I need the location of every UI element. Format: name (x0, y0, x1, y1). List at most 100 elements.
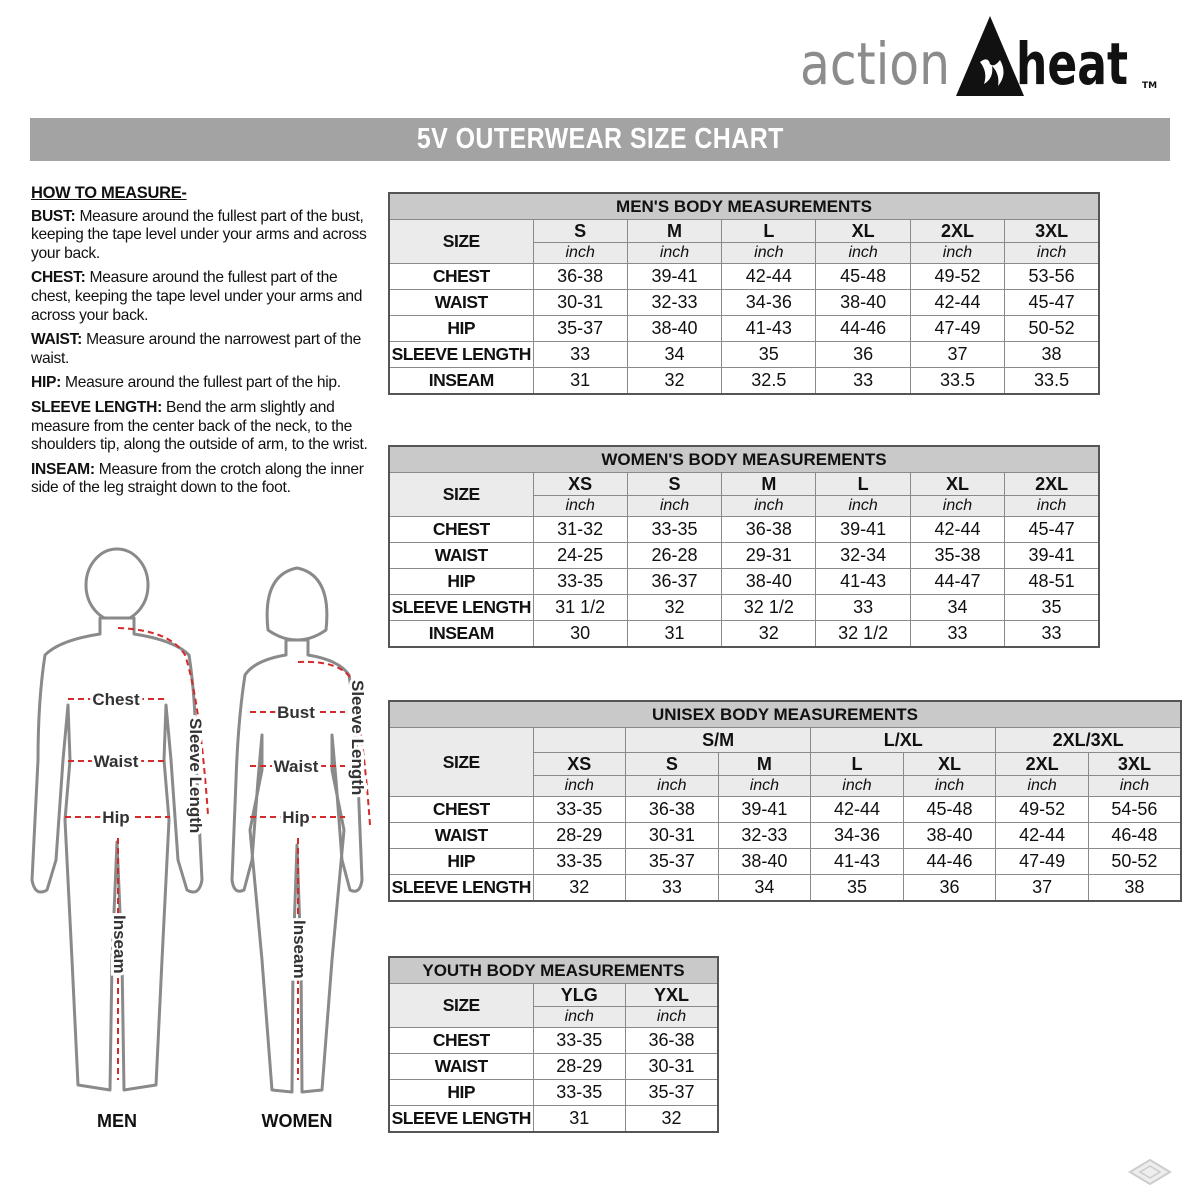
row-label: WAIST (388, 542, 534, 569)
measurement-cell: 53-56 (1004, 263, 1100, 290)
measurement-cell: 41-43 (815, 568, 911, 595)
measurement-cell: 36-38 (532, 263, 628, 290)
measurement-cell: 24-25 (532, 542, 628, 569)
measurement-cell: 41-43 (721, 315, 817, 342)
chart-title-bar: 5V OUTERWEAR SIZE CHART (30, 118, 1170, 161)
men-chest-label: Chest (92, 690, 140, 709)
men-caption: MEN (97, 1111, 137, 1131)
table-row: CHEST 33-35 36-38 (388, 1027, 719, 1054)
table-row: CHEST 36-38 39-41 42-44 45-48 49-52 53-56 (388, 263, 1100, 290)
table-row: CHEST 31-32 33-35 36-38 39-41 42-44 45-47 (388, 516, 1100, 543)
row-label: HIP (388, 848, 534, 875)
table-row: HIP 35-37 38-40 41-43 44-46 47-49 50-52 (388, 315, 1100, 342)
table-row: CHEST 33-35 36-38 39-41 42-44 45-48 49-52 54-56 (388, 796, 1182, 823)
row-label: SLEEVE LENGTH (388, 874, 534, 902)
measurement-cell: 35 (810, 874, 904, 902)
measurement-cell: 37 (909, 341, 1006, 368)
measurement-cell: 42-44 (721, 263, 817, 290)
measurement-cell: 31 (532, 367, 628, 395)
size-column-header: 3XL (1087, 752, 1182, 776)
unit-label: inch (1004, 242, 1100, 264)
size-header: SIZE (388, 472, 534, 517)
men-hip-label: Hip (102, 808, 129, 827)
measurement-cell: 42-44 (810, 796, 904, 823)
measurement-cell: 33-35 (626, 516, 723, 543)
unit-label: inch (1004, 495, 1100, 517)
measurement-cell: 48-51 (1004, 568, 1100, 595)
measurement-cell: 45-48 (902, 796, 997, 823)
measurement-cell: 33-35 (532, 1027, 626, 1054)
table-row: SLEEVE LENGTH 31 1/2 32 32 1/2 33 34 35 (388, 594, 1100, 621)
unit-label: inch (1087, 775, 1182, 797)
size-column-header: XL (909, 472, 1006, 496)
table-title: WOMEN'S BODY MEASUREMENTS (388, 445, 1100, 473)
size-column-header: 2XL (909, 219, 1006, 243)
size-column-header: M (721, 472, 817, 496)
table-title: UNISEX BODY MEASUREMENTS (388, 700, 1182, 728)
measurement-cell: 41-43 (810, 848, 904, 875)
size-column-header: 3XL (1004, 219, 1100, 243)
measurement-cell: 35 (1004, 594, 1100, 621)
measurement-cell: 30-31 (625, 1053, 719, 1080)
size-header: SIZE (388, 219, 534, 264)
table-row: HIP 33-35 35-37 38-40 41-43 44-46 47-49 50-52 (388, 848, 1182, 875)
measure-chest: CHEST: Measure around the fullest part o… (31, 269, 363, 324)
measurement-cell: 32 1/2 (721, 594, 817, 621)
measurement-cell: 50-52 (1087, 848, 1182, 875)
size-column-header: S (625, 752, 719, 776)
size-group-header (532, 727, 627, 753)
measurement-cell: 33-35 (532, 848, 627, 875)
size-group-header: S/M (625, 727, 812, 753)
measurement-cell: 38 (1004, 341, 1100, 368)
measurement-cell: 32 (532, 874, 627, 902)
measurement-cell: 34 (909, 594, 1006, 621)
svg-text:TM: TM (1142, 81, 1157, 91)
size-column-header: L (815, 472, 911, 496)
unit-label: inch (909, 242, 1006, 264)
measurement-cell: 32 (626, 594, 723, 621)
measurement-cell: 32.5 (721, 367, 817, 395)
row-label: HIP (388, 568, 534, 595)
measure-sleeve-length: SLEEVE LENGTH: Bend the arm slightly and… (31, 398, 368, 454)
size-column-header: XL (815, 219, 911, 243)
size-group-header: L/XL (810, 727, 997, 753)
size-column-header: YXL (625, 983, 719, 1007)
measurement-cell: 44-46 (902, 848, 997, 875)
measurement-cell: 30-31 (625, 822, 719, 849)
row-label: CHEST (388, 516, 534, 543)
measurement-cell: 28-29 (532, 1053, 626, 1080)
measurement-cell: 31 1/2 (532, 594, 628, 621)
measurement-cell: 36 (815, 341, 911, 368)
measurement-cell: 38-40 (717, 848, 812, 875)
row-label: HIP (388, 315, 534, 342)
unit-label: inch (721, 242, 817, 264)
flame-triangle-icon (956, 16, 1024, 96)
measurement-cell: 33 (815, 367, 911, 395)
size-column-header: XL (902, 752, 997, 776)
measurement-cell: 32 1/2 (815, 620, 911, 648)
measurement-cell: 32 (626, 367, 723, 395)
table-row: WAIST 24-25 26-28 29-31 32-34 35-38 39-41 (388, 542, 1100, 569)
youth-size-table: YOUTH BODY MEASUREMENTS SIZE YLG YXL inch inc… (388, 956, 719, 1133)
measurement-cell: 50-52 (1004, 315, 1100, 342)
measurement-cell: 45-47 (1004, 516, 1100, 543)
measurement-cell: 33 (625, 874, 719, 902)
measurement-cell: 35-37 (532, 315, 628, 342)
women-hip-label: Hip (282, 808, 309, 827)
measurement-cell: 32-33 (717, 822, 812, 849)
measurement-cell: 39-41 (815, 516, 911, 543)
watermark-diamond-icon (1128, 1158, 1172, 1186)
measurement-cell: 36-37 (626, 568, 723, 595)
measurement-cell: 36 (902, 874, 997, 902)
measurement-cell: 49-52 (995, 796, 1089, 823)
size-column-header: XS (532, 752, 627, 776)
table-title: YOUTH BODY MEASUREMENTS (388, 956, 719, 984)
measurement-cell: 38 (1087, 874, 1182, 902)
measurement-cell: 33-35 (532, 1079, 626, 1106)
measurement-cell: 38-40 (815, 289, 911, 316)
measurement-cell: 36-38 (721, 516, 817, 543)
measurement-cell: 44-47 (909, 568, 1006, 595)
size-column-header: L (810, 752, 904, 776)
measurement-cell: 42-44 (909, 516, 1006, 543)
row-label: SLEEVE LENGTH (388, 594, 534, 621)
